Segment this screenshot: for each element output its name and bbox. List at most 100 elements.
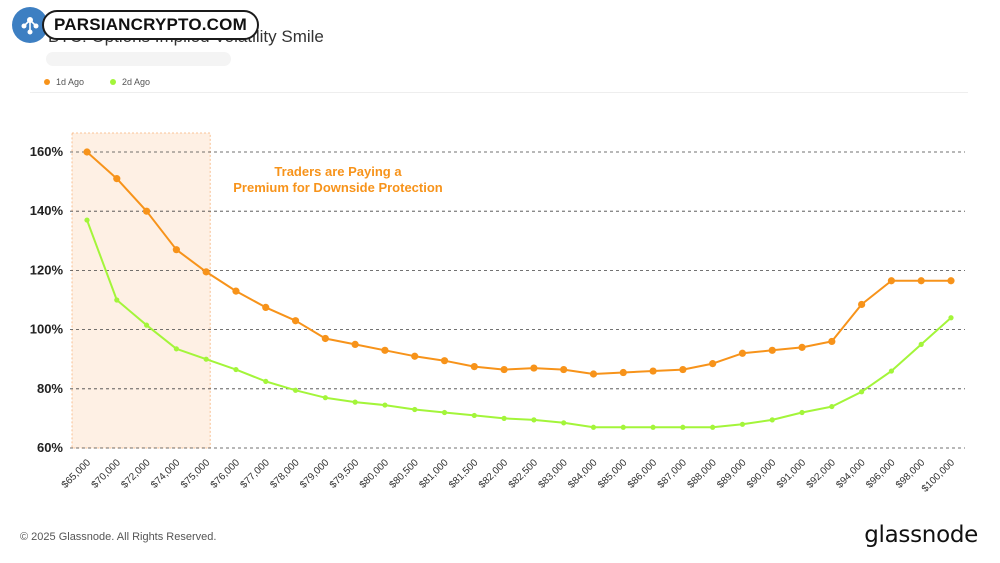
y-tick-label: 100% [30,322,64,337]
data-point-1d-ago [828,337,836,346]
data-point-1d-ago [619,368,627,377]
x-tick-label: $82,500 [507,457,541,491]
legend-label-1d: 1d Ago [56,77,85,87]
x-tick-label: $94,000 [834,457,868,491]
data-point-2d-ago [501,415,507,421]
x-tick-label: $100,000 [920,457,958,495]
y-tick-label: 80% [37,381,63,396]
data-point-1d-ago [262,303,270,311]
x-axis-ticks: $65,000$70,000$72,000$74,000$75,000$76,0… [60,457,958,495]
data-point-2d-ago [412,406,418,413]
x-tick-label: $70,000 [90,457,124,491]
data-point-2d-ago [799,409,805,416]
copyright-footer: © 2025 Glassnode. All Rights Reserved. [20,531,217,543]
x-tick-label: $96,000 [864,457,898,491]
data-point-1d-ago [738,349,747,357]
x-tick-label: $84,000 [566,457,600,491]
x-tick-label: $91,000 [775,457,809,491]
data-point-2d-ago [233,366,239,373]
data-point-1d-ago [798,343,806,351]
data-point-2d-ago [263,378,269,384]
data-point-2d-ago [114,297,120,303]
x-tick-label: $65,000 [60,457,94,491]
data-point-1d-ago [560,365,568,374]
data-point-1d-ago [709,360,717,368]
x-tick-label: $85,000 [596,457,630,491]
x-tick-label: $76,000 [209,457,243,491]
legend-item-1d[interactable]: 1d Ago [44,77,84,87]
data-point-2d-ago [471,412,477,419]
x-tick-label: $80,500 [388,457,422,491]
series-points [83,148,955,430]
data-point-2d-ago [590,424,597,430]
legend-item-2d[interactable]: 2d Ago [110,77,150,87]
y-axis-ticks: 60% 80% 100% 120% 140% 160% [30,144,64,455]
x-tick-label: $81,000 [417,457,451,491]
data-point-1d-ago [858,300,866,309]
legend-divider [30,92,968,93]
data-point-1d-ago [887,277,896,285]
data-point-2d-ago [918,341,924,347]
y-tick-label: 60% [37,440,63,455]
x-tick-label: $82,000 [477,457,511,491]
y-tick-label: 120% [30,262,64,277]
data-point-1d-ago [440,357,449,365]
data-point-1d-ago [113,175,121,183]
legend-dot-2d [110,79,117,85]
data-point-2d-ago [948,315,954,321]
data-point-2d-ago [441,409,448,416]
x-tick-label: $88,000 [685,457,719,491]
data-point-2d-ago [143,322,150,328]
data-point-1d-ago [381,346,389,354]
data-point-1d-ago [83,148,91,156]
x-tick-label: $79,500 [328,457,362,491]
x-tick-label: $78,000 [268,457,302,491]
watermark-text: PARSIANCRYPTO.COM [42,10,259,40]
annotation-line-1: Traders are Paying a [274,164,402,179]
x-tick-label: $92,000 [805,457,839,491]
data-point-1d-ago [291,317,300,325]
data-point-2d-ago [173,346,179,352]
series-line-1d-ago [86,151,951,375]
x-tick-label: $77,000 [239,457,273,491]
series-lines [86,151,952,429]
data-point-2d-ago [531,417,537,423]
y-tick-label: 160% [30,144,64,159]
data-point-1d-ago [172,246,180,254]
data-point-2d-ago [203,356,209,362]
data-point-1d-ago [530,364,538,372]
x-tick-label: $72,000 [119,457,153,491]
data-point-2d-ago [710,424,716,430]
data-point-2d-ago [352,399,358,405]
grid-lines [70,151,965,449]
data-point-2d-ago [650,424,656,430]
glassnode-brand-logo: glassnode [864,522,978,548]
chart-legend: 1d Ago 2d Ago [44,77,150,87]
legend-label-2d: 2d Ago [122,77,151,87]
data-point-2d-ago [739,421,746,427]
x-tick-label: $87,000 [656,457,690,491]
data-point-1d-ago [351,340,359,348]
data-point-1d-ago [917,277,925,285]
data-point-2d-ago [292,387,299,393]
data-point-1d-ago [411,352,419,360]
data-point-2d-ago [561,420,567,426]
watermark-logo: PARSIANCRYPTO.COM [12,7,259,43]
data-point-1d-ago [589,370,598,378]
series-line-2d-ago [86,219,952,429]
x-tick-label: $83,000 [536,457,570,491]
x-tick-label: $90,000 [745,457,779,491]
data-point-2d-ago [680,424,686,430]
data-point-2d-ago [859,389,865,395]
data-point-1d-ago [142,207,151,215]
y-tick-label: 140% [30,203,64,218]
title-placeholder-bar [46,52,231,66]
x-tick-label: $79,000 [298,457,332,491]
x-tick-label: $80,000 [358,457,392,491]
legend-dot-1d [44,79,50,85]
x-tick-label: $89,000 [715,457,749,491]
data-point-2d-ago [322,395,328,401]
x-tick-label: $81,500 [447,457,481,491]
x-tick-label: $75,000 [179,457,213,491]
